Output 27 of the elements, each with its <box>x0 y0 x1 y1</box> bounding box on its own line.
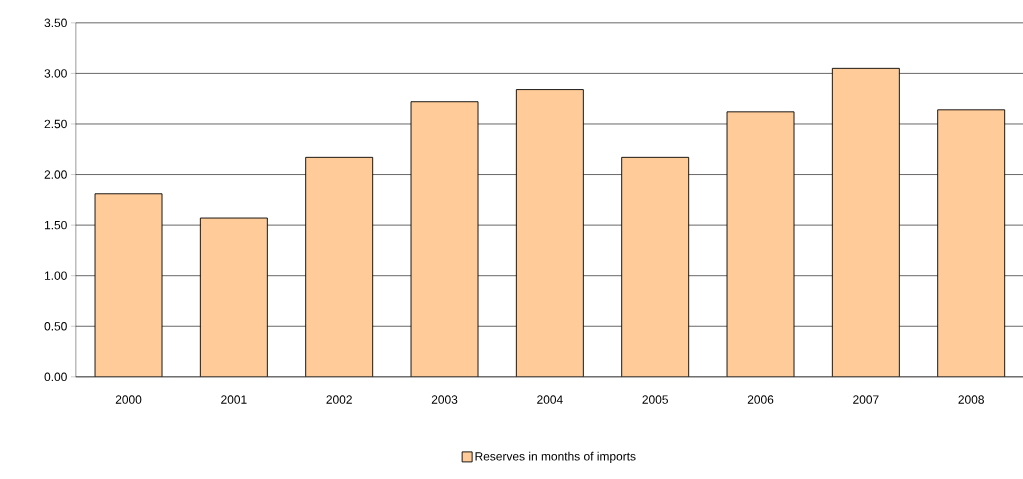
y-tick-label: 0.50 <box>44 322 67 331</box>
x-tick-label: 2003 <box>431 395 458 404</box>
y-tick-label: 2.00 <box>44 170 67 179</box>
bar <box>200 218 268 377</box>
bar <box>94 193 163 377</box>
bar <box>726 111 795 377</box>
y-tick-label: 0.00 <box>44 372 67 382</box>
bar <box>410 101 479 377</box>
x-tick-label: 2004 <box>537 395 563 404</box>
y-tick-label: 2.50 <box>44 119 67 129</box>
x-tick-label: 2000 <box>115 395 142 404</box>
legend-label: Reserves in months of imports <box>475 451 636 463</box>
x-tick-label: 2006 <box>747 395 774 404</box>
x-tick-label: 2005 <box>642 395 668 404</box>
bar <box>515 89 584 377</box>
x-tick-label: 2001 <box>221 395 247 404</box>
bar <box>937 109 1006 377</box>
x-tick-label: 2002 <box>326 395 352 404</box>
y-tick-label: 1.50 <box>44 220 67 230</box>
y-tick-label: 3.00 <box>44 69 67 78</box>
y-tick-label: 1.00 <box>44 271 67 280</box>
y-tick-label: 3.50 <box>44 18 67 28</box>
bar <box>621 156 690 377</box>
x-tick-label: 2007 <box>853 395 879 404</box>
bar <box>305 156 374 377</box>
bar <box>831 67 900 377</box>
x-tick-label: 2008 <box>958 395 984 404</box>
